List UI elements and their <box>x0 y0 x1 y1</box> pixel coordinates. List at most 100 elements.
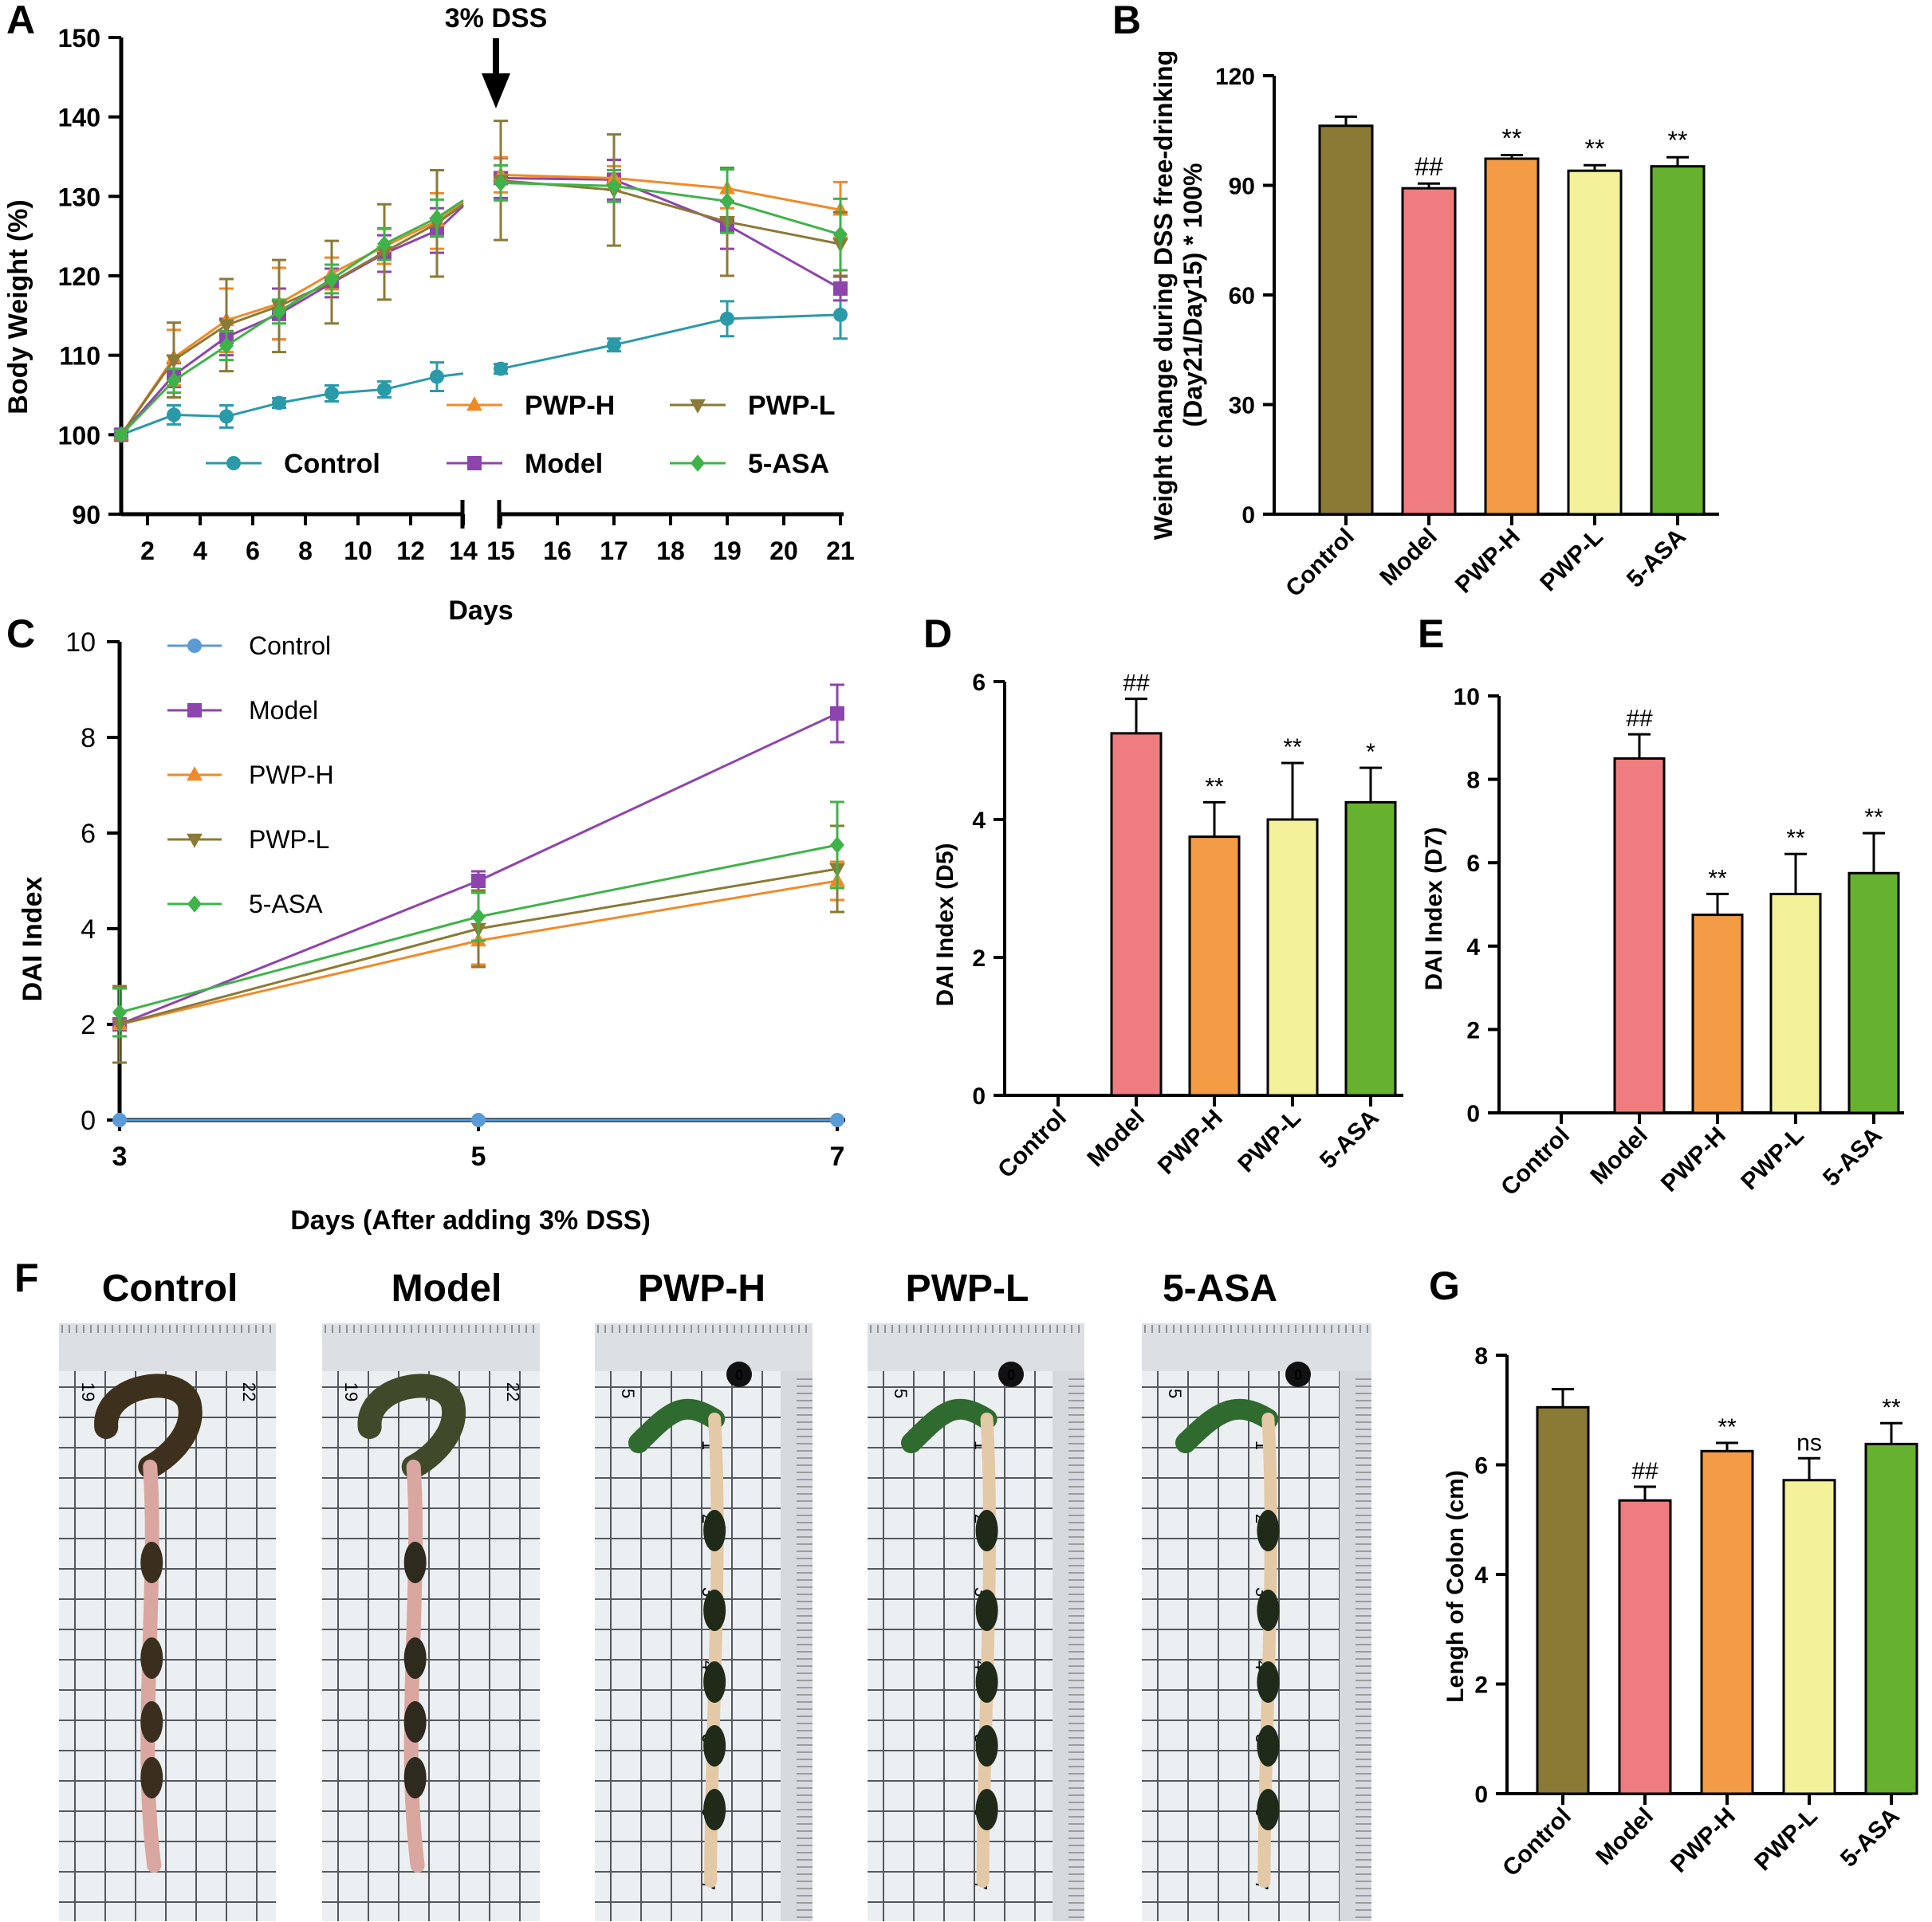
a-series-line-segment <box>120 205 465 436</box>
g-significance-label: ns <box>1796 1429 1822 1456</box>
b-bar-pwp-h <box>1484 153 1540 516</box>
d-y-tick-label: 6 <box>972 670 986 696</box>
panel-label-d: D <box>923 611 952 656</box>
a-x-tick-label: 18 <box>656 537 685 565</box>
ruler-number: 5 <box>1165 1389 1185 1398</box>
a-series-pwp-h <box>113 155 848 441</box>
g-y-tick-label: 4 <box>1474 1562 1488 1589</box>
b-y-tick-label: 30 <box>1229 393 1255 419</box>
g-bar-model <box>1618 1485 1672 1795</box>
panel-f-colon-photos: Control1922Model192122PWP-H501234567PWP-… <box>59 1268 1371 1921</box>
g-bar-rect <box>1536 1405 1590 1795</box>
a-data-point <box>218 319 234 334</box>
colon-specimen <box>901 1398 998 1888</box>
a-legend-label: 5-ASA <box>748 449 829 479</box>
g-error-bar <box>1552 1388 1574 1408</box>
panel-a-body-weight-chart: 3% DSS Body Weight (%) Days 90 100 110 120 1… <box>3 3 855 626</box>
c-y-tick-label: 2 <box>81 1010 96 1040</box>
c-x-axis-title: Days (After adding 3% DSS) <box>290 1205 651 1236</box>
g-x-tick-label: Model <box>1591 1803 1659 1871</box>
a-x-tick-label: 10 <box>344 537 372 565</box>
colon-specimen <box>94 1374 203 1873</box>
b-significance-label: ## <box>1415 152 1443 181</box>
a-x-tick-label: 12 <box>396 537 425 565</box>
photo-background <box>322 1323 540 1921</box>
fecal-pellet <box>140 1542 163 1583</box>
fecal-pellet <box>140 1701 163 1743</box>
fecal-pellet <box>1257 1661 1280 1703</box>
e-x-tick-label: PWP-H <box>1656 1122 1731 1197</box>
e-bar-pwp-h <box>1691 892 1744 1114</box>
g-y-tick-label: 8 <box>1474 1343 1488 1370</box>
ruler-number: 5 <box>891 1389 911 1398</box>
b-error-bar <box>1584 163 1606 171</box>
fecal-pellet <box>975 1661 998 1703</box>
e-error-bar <box>1628 733 1651 759</box>
d-bar-rect <box>1110 732 1163 1097</box>
g-error-bar <box>1716 1441 1738 1452</box>
d-bar-model <box>1110 698 1163 1097</box>
a-data-point <box>833 307 848 322</box>
d-error-bar <box>1125 698 1147 733</box>
g-bar-rect <box>1700 1449 1754 1795</box>
b-y-tick-label: 120 <box>1215 64 1255 90</box>
e-error-bar <box>1863 831 1885 874</box>
c-data-point <box>471 908 486 926</box>
c-y-axis-title: DAI Index <box>18 877 48 1002</box>
c-series-pwp-l <box>112 824 845 1064</box>
b-bar-rect <box>1318 124 1374 516</box>
a-x-tick-label: 21 <box>826 537 855 565</box>
panel-label-e: E <box>1418 611 1444 656</box>
e-y-axis-title: DAI Index (D7) <box>1421 827 1447 990</box>
d-x-tick-label: PWP-H <box>1153 1105 1228 1180</box>
c-series-line <box>119 712 838 1026</box>
colon-specimen <box>1175 1398 1280 1888</box>
ruler-badge-label: 0 <box>1294 1367 1302 1383</box>
c-x-tick-label: 5 <box>471 1142 486 1172</box>
panel-g-colon-length-chart: Lengh of Colon (cm) 0 2 4 6 8 Control ## Model *… <box>1442 1343 1918 1881</box>
fecal-pellet <box>975 1590 998 1631</box>
panel-c-dai-line-chart: DAI Index Days (After adding 3% DSS) 0 2 4… <box>18 627 845 1236</box>
c-legend-label: PWP-L <box>249 825 329 854</box>
fecal-pellet <box>703 1725 726 1767</box>
e-x-tick-label: PWP-L <box>1736 1122 1809 1196</box>
g-bar-5-asa <box>1864 1421 1918 1795</box>
fecal-pellet <box>703 1789 726 1830</box>
ruler-side-band <box>1053 1371 1084 1921</box>
e-bar-5-asa <box>1847 831 1900 1114</box>
ruler-number: 19 <box>78 1382 98 1401</box>
fecal-pellet <box>140 1637 163 1679</box>
fecal-pellet <box>1257 1725 1280 1767</box>
g-error-bar <box>1798 1456 1820 1480</box>
a-y-tick-label: 100 <box>58 421 100 450</box>
b-y-axis-title-line1: Weight change during DSS free-drinking <box>1149 50 1178 540</box>
photo-pwp-h: PWP-H501234567 <box>595 1268 813 1921</box>
d-x-tick-label: Model <box>1082 1105 1150 1173</box>
a-series-model <box>114 156 848 442</box>
c-data-point <box>471 1113 486 1127</box>
b-error-bar <box>1501 153 1523 159</box>
photo-5-asa: 5-ASA5012345678 <box>1142 1268 1371 1921</box>
e-bar-rect <box>1691 914 1744 1114</box>
b-bar-control <box>1318 115 1374 516</box>
a-legend-label: PWP-L <box>748 391 836 421</box>
a-series-line-segment <box>500 181 841 236</box>
e-bar-model <box>1613 733 1666 1114</box>
e-y-tick-label: 6 <box>1466 851 1480 877</box>
panel-label-a: A <box>6 0 35 42</box>
c-y-tick-label: 0 <box>81 1106 96 1136</box>
fecal-pellet <box>403 1542 427 1583</box>
g-y-tick-label: 2 <box>1474 1672 1488 1699</box>
a-series-5-asa <box>114 163 848 444</box>
d-error-bar <box>1281 761 1304 820</box>
a-data-point <box>607 337 621 352</box>
g-x-tick-label: 5-ASA <box>1836 1803 1905 1873</box>
c-legend-label: Control <box>249 631 331 660</box>
g-error-bar <box>1880 1421 1902 1444</box>
a-legend-label: PWP-H <box>525 391 615 421</box>
photo-title: 5-ASA <box>1163 1268 1277 1310</box>
c-legend-marker <box>187 833 203 848</box>
ruler-number: 5 <box>618 1389 638 1398</box>
ruler-top-band <box>322 1323 540 1371</box>
